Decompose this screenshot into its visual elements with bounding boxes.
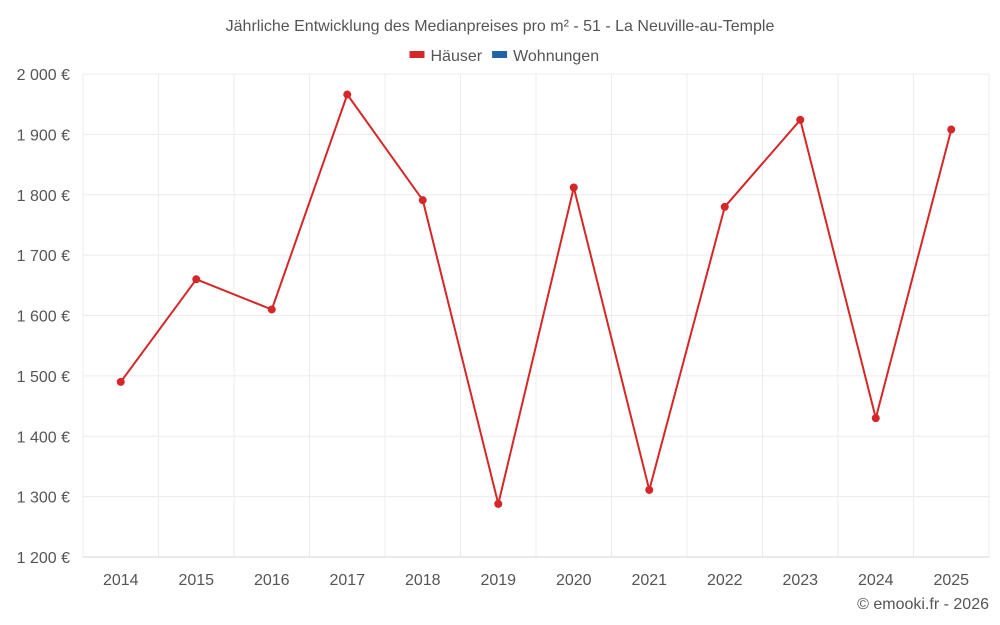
- legend: Häuser Wohnungen: [409, 48, 599, 65]
- y-tick-label: 1 300 €: [17, 490, 70, 507]
- y-axis-ticks: 1 200 € 1 300 € 1 400 € 1 500 € 1 600 € 1 700…: [17, 67, 70, 567]
- y-tick-label: 1 900 €: [17, 127, 70, 144]
- x-tick-label: 2025: [933, 572, 969, 589]
- data-point[interactable]: [494, 499, 503, 508]
- y-tick-label: 1 700 €: [17, 248, 70, 265]
- x-axis-ticks: 2014 2015 2016 2017 2018 2019 2020 2021 2022 2023…: [103, 572, 969, 589]
- x-tick-label: 2020: [556, 572, 592, 589]
- x-tick-label: 2015: [178, 572, 214, 589]
- series-line: [119, 93, 953, 505]
- data-point[interactable]: [569, 183, 578, 192]
- chart-title: Jährliche Entwicklung des Medianpreises …: [226, 18, 775, 35]
- data-point[interactable]: [343, 90, 352, 99]
- credit-text: © emooki.fr - 2026: [857, 596, 989, 613]
- y-tick-label: 1 800 €: [17, 188, 70, 205]
- legend-label: Häuser: [431, 48, 483, 65]
- x-tick-label: 2021: [631, 572, 667, 589]
- y-tick-label: 1 600 €: [17, 309, 70, 326]
- x-tick-label: 2019: [480, 572, 516, 589]
- data-point[interactable]: [116, 377, 125, 386]
- x-tick-label: 2022: [707, 572, 743, 589]
- legend-item[interactable]: Wohnungen: [492, 48, 599, 65]
- legend-swatch: [492, 51, 508, 58]
- data-point[interactable]: [267, 305, 276, 314]
- data-point[interactable]: [720, 202, 729, 211]
- series-lines: [119, 93, 953, 505]
- x-tick-label: 2016: [254, 572, 290, 589]
- data-point[interactable]: [796, 115, 805, 124]
- y-tick-label: 1 400 €: [17, 429, 70, 446]
- data-point[interactable]: [418, 196, 427, 205]
- data-point[interactable]: [192, 275, 201, 284]
- data-point[interactable]: [947, 125, 956, 134]
- x-tick-label: 2023: [782, 572, 818, 589]
- data-point[interactable]: [645, 485, 654, 494]
- series-points: [116, 90, 956, 508]
- x-tick-label: 2018: [405, 572, 441, 589]
- legend-swatch: [409, 51, 425, 58]
- legend-item[interactable]: Häuser: [409, 48, 483, 65]
- y-tick-label: 1 200 €: [17, 550, 70, 567]
- x-tick-label: 2017: [329, 572, 365, 589]
- x-tick-label: 2024: [858, 572, 894, 589]
- data-point[interactable]: [871, 414, 880, 423]
- legend-label: Wohnungen: [513, 48, 599, 65]
- y-tick-label: 2 000 €: [17, 67, 70, 84]
- x-tick-label: 2014: [103, 572, 139, 589]
- y-tick-label: 1 500 €: [17, 369, 70, 386]
